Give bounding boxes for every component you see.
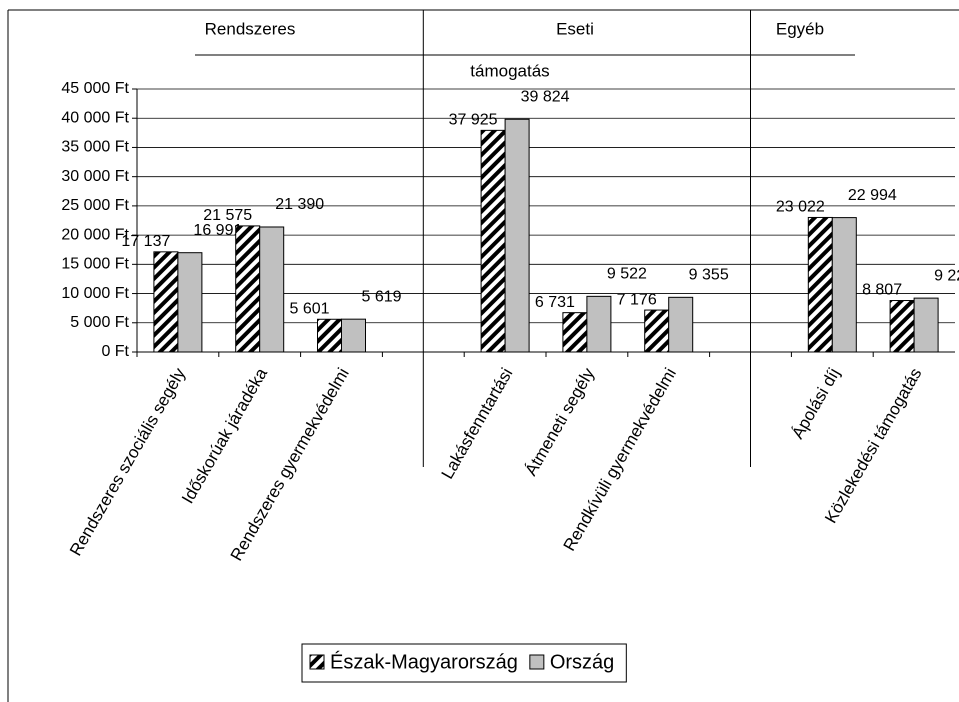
y-tick-label: 25 000 Ft xyxy=(61,197,129,214)
bar xyxy=(562,312,588,353)
value-label: 21 575 xyxy=(203,207,252,224)
group-header: Egyéb xyxy=(776,19,824,38)
value-label: 8 807 xyxy=(862,282,902,299)
bar xyxy=(480,129,506,353)
legend-swatch xyxy=(529,654,545,670)
y-tick-label: 15 000 Ft xyxy=(61,256,129,273)
bar xyxy=(586,295,612,353)
x-tick-label: Ápolási díj xyxy=(788,365,844,442)
y-tick-label: 35 000 Ft xyxy=(61,139,129,156)
legend: Észak-Magyarország Ország xyxy=(301,643,627,683)
bar xyxy=(341,318,366,353)
value-label: 6 731 xyxy=(535,294,575,311)
y-tick-label: 30 000 Ft xyxy=(61,168,129,185)
bar xyxy=(831,217,857,353)
bar xyxy=(177,252,203,353)
value-label: 23 022 xyxy=(776,199,825,216)
bar xyxy=(259,226,285,353)
value-label: 5 601 xyxy=(289,300,329,317)
value-label: 21 390 xyxy=(275,196,324,213)
value-label: 9 355 xyxy=(689,267,729,284)
value-label: 22 994 xyxy=(848,187,897,204)
value-label: 37 925 xyxy=(449,112,498,129)
legend-label: Észak-Magyarország xyxy=(330,650,518,673)
x-tick-label: Időskorúak járadéka xyxy=(178,364,271,507)
bar xyxy=(153,251,179,353)
legend-label: Ország xyxy=(550,651,614,673)
y-tick-label: 45 000 Ft xyxy=(61,80,129,97)
bar xyxy=(889,300,915,353)
x-tick-label: Rendszeres szociális segély xyxy=(66,364,189,559)
legend-swatch xyxy=(309,654,325,670)
value-label: 9 522 xyxy=(607,266,647,283)
y-tick-label: 10 000 Ft xyxy=(61,285,129,302)
bar xyxy=(644,309,670,353)
legend-box xyxy=(301,643,627,683)
value-label: 16 991 xyxy=(193,222,242,239)
x-tick-label: Közlekedési támogatás xyxy=(821,365,925,527)
bar xyxy=(913,297,939,353)
value-label: 39 824 xyxy=(521,88,570,105)
value-label: 7 176 xyxy=(617,291,657,308)
bar xyxy=(807,216,833,353)
group-header: Eseti xyxy=(556,19,594,38)
y-tick-label: 40 000 Ft xyxy=(61,109,129,126)
x-tick-label: Lakásfenntartási xyxy=(438,365,517,483)
bar xyxy=(668,296,694,353)
y-tick-label: 0 Ft xyxy=(101,343,129,360)
group-subtitle: támogatás xyxy=(470,61,549,80)
bar xyxy=(317,318,342,353)
group-header: Rendszeres xyxy=(205,19,296,38)
bar xyxy=(235,225,261,353)
value-label: 5 619 xyxy=(361,288,401,305)
y-tick-label: 5 000 Ft xyxy=(70,314,129,331)
bar xyxy=(504,118,530,353)
y-tick-label: 20 000 Ft xyxy=(61,226,129,243)
value-label: 9 220 xyxy=(934,267,959,284)
x-tick-label: Átmeneti segély xyxy=(521,364,598,479)
value-label: 17 137 xyxy=(121,233,170,250)
